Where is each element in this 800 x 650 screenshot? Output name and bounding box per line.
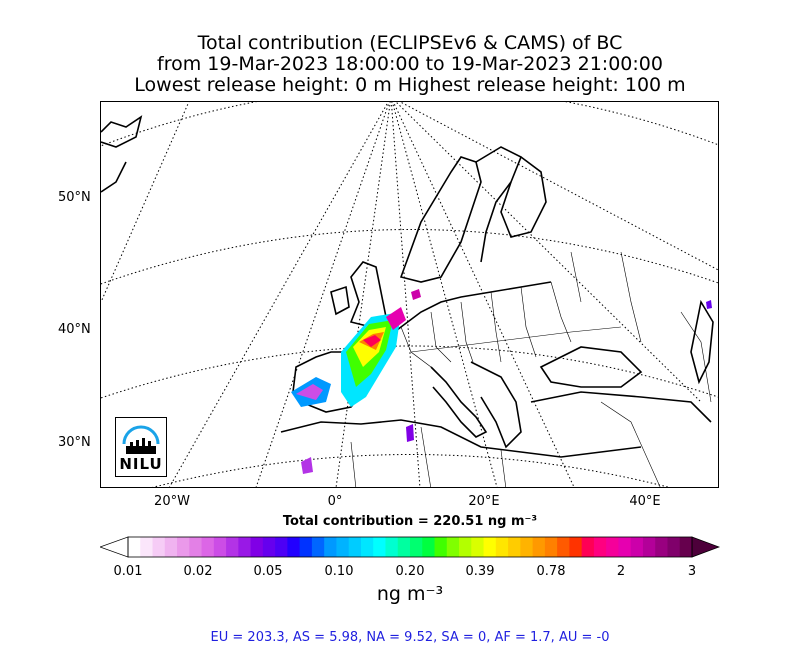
colorbar-cell: [520, 537, 534, 557]
colorbar-cell: [667, 537, 681, 557]
nilu-logo-mark: [122, 425, 160, 454]
colorbar-cell: [311, 537, 325, 557]
colorbar-cell: [226, 537, 239, 557]
graticule: [101, 102, 718, 487]
total-contribution-label: Total contribution = 220.51 ng m⁻³: [282, 514, 538, 529]
colorbar-cell: [422, 537, 436, 557]
coastlines: [101, 115, 714, 458]
colorbar-cell: [483, 537, 497, 557]
colorbar-cell: [373, 537, 386, 557]
colorbar-cell: [336, 537, 350, 557]
regional-contributions: EU = 203.3, AS = 5.98, NA = 9.52, SA = 0…: [210, 630, 610, 645]
europe-map: [101, 102, 718, 487]
colorbar-cell: [250, 537, 264, 557]
concentration-plume: [291, 289, 712, 474]
map-title-line-3: Lowest release height: 0 m Highest relea…: [134, 74, 686, 96]
colorbar-cell: [397, 537, 411, 557]
colorbar-cell: [140, 537, 154, 557]
colorbar-cell: [569, 537, 583, 557]
colorbar-cell: [606, 537, 619, 557]
colorbar-cell: [177, 537, 190, 557]
colorbar-tick: 0.02: [183, 564, 213, 579]
colorbar-cell: [164, 537, 178, 557]
colorbar-unit-label: ng m⁻³: [376, 583, 444, 605]
colorbar-cell: [618, 537, 632, 557]
colorbar-tick: 0.10: [324, 564, 354, 579]
country-borders: [350, 251, 712, 487]
colorbar-cell: [630, 537, 644, 557]
lat-label-40n: 40°N: [58, 322, 91, 337]
colorbar-max-extension: [691, 536, 720, 558]
colorbar-tick: 0.20: [395, 564, 425, 579]
lon-label-20w: 20°W: [154, 494, 190, 509]
colorbar-cell: [189, 537, 203, 557]
map-title-line-2: from 19-Mar-2023 18:00:00 to 19-Mar-2023…: [157, 53, 663, 75]
colorbar-tick: 0.05: [253, 564, 283, 579]
colorbar-cell: [471, 537, 485, 557]
colorbar: [100, 536, 720, 558]
colorbar-cell: [275, 537, 288, 557]
colorbar-cell: [593, 537, 607, 557]
colorbar-min-extension: [100, 536, 129, 558]
colorbar-cell: [410, 537, 423, 557]
colorbar-cell: [299, 537, 313, 557]
nilu-logo: NILU: [115, 417, 167, 477]
colorbar-cell: [201, 537, 215, 557]
lat-label-30n: 30°N: [58, 435, 91, 450]
map-title-line-1: Total contribution (ECLIPSEv6 & CAMS) of…: [197, 32, 623, 54]
colorbar-cell: [679, 537, 693, 557]
colorbar-tick: 0.78: [536, 564, 566, 579]
colorbar-cell: [128, 537, 141, 557]
colorbar-cell: [434, 537, 448, 557]
lon-label-40e: 40°E: [629, 494, 661, 509]
colorbar-cell: [152, 537, 166, 557]
colorbar-tick: 0.39: [465, 564, 495, 579]
colorbar-cell: [655, 537, 668, 557]
colorbar-cell: [213, 537, 227, 557]
colorbar-tick: 2: [616, 564, 626, 579]
colorbar-cell: [385, 537, 399, 557]
colorbar-cell: [324, 537, 337, 557]
colorbar-cell: [495, 537, 509, 557]
colorbar-cell: [532, 537, 546, 557]
nilu-logo-text: NILU: [119, 455, 163, 473]
colorbar-cell: [642, 537, 656, 557]
lon-label-20e: 20°E: [468, 494, 500, 509]
lon-label-0: 0°: [327, 494, 343, 509]
colorbar-cell: [581, 537, 595, 557]
colorbar-border: [127, 536, 693, 558]
map-panel: [100, 101, 719, 488]
colorbar-cell: [508, 537, 521, 557]
lat-label-50n: 50°N: [58, 190, 91, 205]
colorbar-tick: 0.01: [113, 564, 143, 579]
colorbar-cell: [459, 537, 472, 557]
colorbar-cell: [287, 537, 301, 557]
colorbar-cell: [262, 537, 276, 557]
colorbar-cell: [544, 537, 558, 557]
colorbar-tick: 3: [687, 564, 697, 579]
colorbar-cell: [360, 537, 374, 557]
colorbar-cell: [238, 537, 252, 557]
colorbar-cell: [348, 537, 362, 557]
colorbar-cell: [557, 537, 570, 557]
colorbar-cell: [446, 537, 460, 557]
